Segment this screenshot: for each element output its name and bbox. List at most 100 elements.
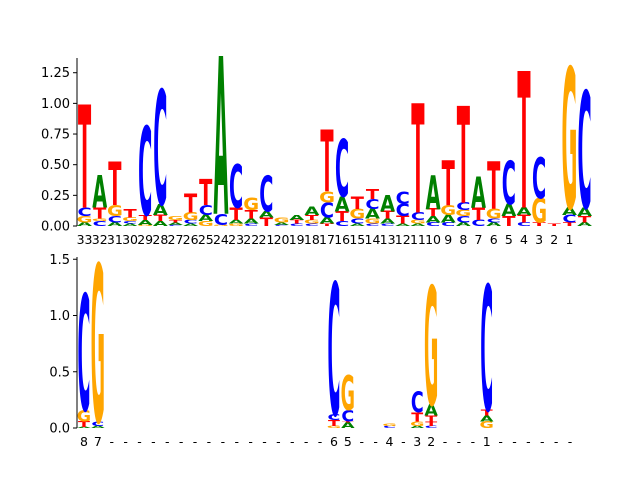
x-tick-label: - xyxy=(137,434,142,449)
logo-letter-G: G xyxy=(274,217,290,225)
x-tick-label: 27 xyxy=(168,232,184,247)
x-tick-label: 5 xyxy=(344,434,352,449)
x-tick-label: 11 xyxy=(410,232,426,247)
x-tick-label: 5 xyxy=(505,232,513,247)
logo-letter-C: C xyxy=(328,247,341,458)
logo-letter-A: A xyxy=(411,425,425,429)
logo-letter-G: G xyxy=(228,223,244,227)
logo-letter-A: A xyxy=(562,206,577,218)
logo-letter-T: T xyxy=(411,75,424,249)
logo-letter-C: C xyxy=(487,218,501,224)
logo-letter-A: A xyxy=(516,206,531,218)
logo-letter-C: C xyxy=(425,425,438,429)
x-tick-label: - xyxy=(540,434,545,449)
x-tick-label: 7 xyxy=(94,434,102,449)
logo-letter-C: C xyxy=(480,251,493,451)
logo-letter-C: C xyxy=(456,214,470,224)
logo-letter-C: C xyxy=(577,59,591,246)
logo-letter-G: G xyxy=(561,30,577,254)
x-tick-label: 4 xyxy=(386,434,394,449)
y-tick-label: 0.5 xyxy=(49,365,70,380)
logo-letter-T: T xyxy=(78,420,91,429)
logo-letter-C: C xyxy=(78,262,91,448)
logo-letter-G: G xyxy=(137,225,153,227)
logo-letter-T: T xyxy=(184,190,198,219)
logo-letter-G: G xyxy=(365,218,381,226)
logo-letter-A: A xyxy=(426,214,442,224)
logo-letter-C: C xyxy=(290,223,304,227)
x-tick-label: - xyxy=(262,434,267,449)
logo-letter-T: T xyxy=(320,223,334,227)
logo-letter-A: A xyxy=(183,223,198,227)
x-tick-label: - xyxy=(165,434,170,449)
logo-letter-C: C xyxy=(328,413,341,422)
logo-letter-G: G xyxy=(480,420,494,431)
logo-letter-A: A xyxy=(77,222,92,228)
x-tick-label: - xyxy=(123,434,128,449)
logo-letter-G: G xyxy=(410,421,424,428)
logo-letter-A: A xyxy=(471,168,486,218)
x-tick-label: - xyxy=(290,434,295,449)
y-tick-label: 0.25 xyxy=(41,189,70,204)
x-tick-label: - xyxy=(443,434,448,449)
logo-letter-C: C xyxy=(244,223,258,227)
logo-letter-T: T xyxy=(336,208,350,224)
logo-letter-A: A xyxy=(486,222,501,228)
logo-letter-C: C xyxy=(77,205,91,219)
x-tick-label: 33 xyxy=(77,232,93,247)
y-tick-label: 1.25 xyxy=(41,66,70,81)
logo-letter-C: C xyxy=(562,213,576,225)
logo-letter-T: T xyxy=(305,214,318,222)
x-tick-label: - xyxy=(234,434,239,449)
logo-letter-G: G xyxy=(77,407,91,425)
x-tick-label: 6 xyxy=(490,232,498,247)
x-tick-label: 23 xyxy=(228,232,244,247)
logo-letter-C: C xyxy=(411,386,424,420)
x-tick-label: - xyxy=(193,434,198,449)
x-tick-label: - xyxy=(179,434,184,449)
logo-letter-C: C xyxy=(305,223,319,227)
x-tick-label: - xyxy=(151,434,156,449)
logo-letter-A: A xyxy=(107,222,122,228)
logo-letter-C: C xyxy=(381,223,395,227)
logo-letter-A: A xyxy=(380,218,396,226)
logo-letter-G: G xyxy=(319,190,335,208)
x-tick-label: 28 xyxy=(152,232,168,247)
logo-letter-C: C xyxy=(138,105,152,245)
logo-letter-T: T xyxy=(578,214,592,224)
logo-letter-T: T xyxy=(169,219,183,223)
x-tick-label: 3 xyxy=(535,232,543,247)
logo-letter-C: C xyxy=(365,223,379,227)
logo-letter-A: A xyxy=(229,219,244,225)
logo-letter-G: G xyxy=(304,219,320,225)
logo-letter-G: G xyxy=(327,425,341,429)
logo-letter-T: T xyxy=(487,151,500,226)
logo-letter-A: A xyxy=(289,214,305,222)
logo-letter-A: A xyxy=(365,206,380,222)
logo-letter-C: C xyxy=(335,125,349,216)
logo-letter-A: A xyxy=(480,414,494,423)
x-tick-label: 2 xyxy=(427,434,435,449)
logo-letter-G: G xyxy=(440,202,456,218)
x-tick-label: 17 xyxy=(319,232,335,247)
logo-letter-T: T xyxy=(245,208,258,222)
logo-letter-A: A xyxy=(274,222,289,226)
logo-letter-C: C xyxy=(335,220,349,228)
x-tick-label: - xyxy=(221,434,226,449)
logo-letter-G: G xyxy=(183,211,199,223)
logo-letter-G: G xyxy=(349,206,365,222)
logo-letter-T: T xyxy=(342,421,355,423)
x-tick-label: - xyxy=(554,434,559,449)
logo-letter-A: A xyxy=(320,216,336,226)
logo-letter-T: T xyxy=(457,81,470,235)
logo-letter-C: C xyxy=(91,421,104,428)
logo-letter-A: A xyxy=(123,223,138,227)
x-tick-label: 1 xyxy=(565,232,573,247)
x-tick-label: 32 xyxy=(92,232,108,247)
x-tick-label: 22 xyxy=(243,232,259,247)
logo-panel-bottom: 0.00.51.01.58 7- - - - - - - - - - - - - - - -6 5- -4-3 2- -… xyxy=(49,222,572,473)
logo-letter-A: A xyxy=(341,421,355,430)
y-tick-label: 1.5 xyxy=(49,253,70,268)
x-tick-label: 14 xyxy=(365,232,381,247)
